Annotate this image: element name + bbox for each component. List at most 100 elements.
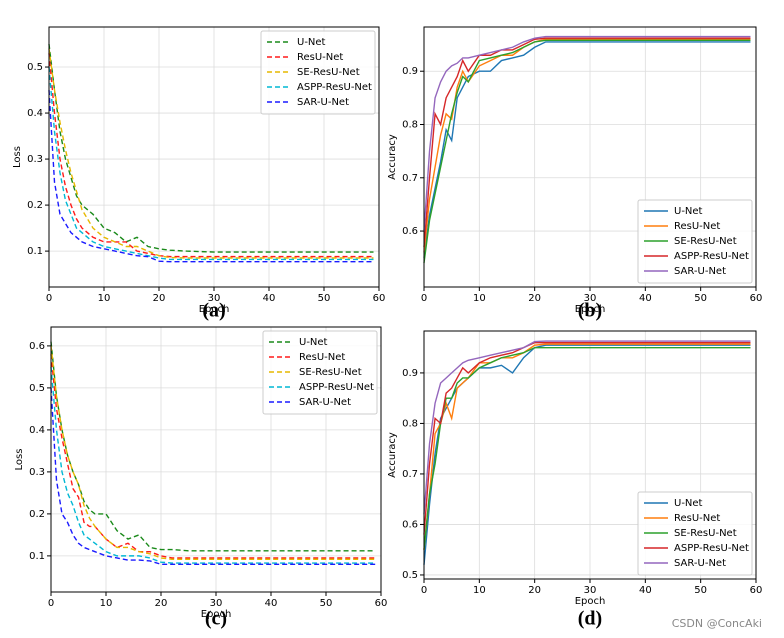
legend-label: SAR-U-Net: [297, 97, 349, 108]
x-tick-label: 0: [421, 293, 427, 304]
y-tick-label: 0.1: [29, 551, 45, 562]
legend-label: SE-ResU-Net: [297, 67, 360, 78]
x-tick-label: 10: [473, 293, 486, 304]
series-line: [423, 35, 751, 232]
legend-label: SE-ResU-Net: [299, 367, 362, 378]
x-tick-label: 50: [694, 585, 707, 596]
x-tick-label: 30: [584, 585, 597, 596]
legend-label: ASPP-ResU-Net: [674, 543, 749, 554]
y-tick-label: 0.6: [402, 226, 418, 237]
legend-label: SE-ResU-Net: [674, 528, 737, 539]
x-tick-label: 60: [750, 293, 763, 304]
series-line: [48, 48, 374, 259]
y-tick-label: 0.9: [402, 66, 418, 77]
y-axis-label: Loss: [14, 449, 25, 471]
y-tick-label: 0.5: [27, 62, 43, 73]
x-tick-label: 40: [639, 585, 652, 596]
legend-label: U-Net: [674, 206, 703, 217]
y-tick-label: 0.6: [402, 519, 418, 530]
x-tick-label: 50: [318, 293, 331, 304]
legend-label: SE-ResU-Net: [674, 236, 737, 247]
series-line: [50, 345, 376, 560]
y-axis-label: Accuracy: [387, 432, 398, 478]
legend-label: ResU-Net: [297, 52, 343, 63]
y-axis-label: Loss: [12, 146, 23, 168]
legend-label: SAR-U-Net: [674, 558, 726, 569]
y-tick-label: 0.5: [402, 570, 418, 581]
legend-label: ResU-Net: [674, 513, 720, 524]
x-tick-label: 10: [100, 598, 113, 609]
series-line: [48, 66, 374, 261]
caption: (c): [205, 608, 227, 630]
legend-box: [637, 491, 753, 576]
y-tick-label: 0.8: [402, 418, 418, 429]
legend-label: U-Net: [297, 37, 326, 48]
x-tick-label: 60: [750, 585, 763, 596]
y-tick-label: 0.3: [27, 154, 43, 165]
x-tick-label: 40: [265, 598, 278, 609]
y-axis-label: Accuracy: [387, 134, 398, 180]
x-tick-label: 20: [155, 598, 168, 609]
x-axis-label: Epoch: [201, 609, 232, 620]
x-tick-label: 50: [320, 598, 333, 609]
x-tick-label: 60: [375, 598, 388, 609]
x-tick-label: 40: [263, 293, 276, 304]
x-tick-label: 30: [584, 293, 597, 304]
caption: (d): [578, 608, 602, 630]
x-tick-label: 60: [373, 293, 386, 304]
legend-label: U-Net: [674, 498, 703, 509]
legend-label: SAR-U-Net: [674, 266, 726, 277]
caption: (a): [202, 300, 225, 322]
series-line: [423, 37, 751, 248]
plot-frame: [48, 26, 380, 288]
legend-label: ASPP-ResU-Net: [297, 82, 372, 93]
y-tick-label: 0.4: [27, 108, 43, 119]
y-tick-label: 0.8: [402, 120, 418, 131]
x-tick-label: 30: [210, 598, 223, 609]
y-tick-label: 0.2: [27, 200, 43, 211]
x-axis-label: Epoch: [575, 304, 606, 315]
legend-label: ASPP-ResU-Net: [299, 382, 374, 393]
x-tick-label: 10: [473, 585, 486, 596]
series-line: [423, 38, 751, 253]
legend-box: [260, 30, 376, 115]
y-tick-label: 0.3: [29, 467, 45, 478]
x-tick-label: 30: [208, 293, 221, 304]
legend-label: ResU-Net: [674, 221, 720, 232]
y-tick-label: 0.7: [402, 469, 418, 480]
plot-frame: [50, 326, 382, 593]
series-line: [50, 366, 376, 564]
x-axis-label: Epoch: [199, 304, 230, 315]
series-line: [48, 89, 374, 263]
plot-frame: [423, 26, 757, 288]
legend-label: ASPP-ResU-Net: [674, 251, 749, 262]
x-tick-label: 0: [48, 598, 54, 609]
series-line: [50, 387, 376, 565]
legend-box: [637, 199, 753, 284]
x-tick-label: 20: [528, 585, 541, 596]
x-tick-label: 20: [153, 293, 166, 304]
y-tick-label: 0.4: [29, 425, 45, 436]
watermark: CSDN @ConcAki: [672, 617, 762, 630]
caption: (b): [578, 300, 602, 322]
y-tick-label: 0.9: [402, 368, 418, 379]
legend-label: U-Net: [299, 337, 328, 348]
x-tick-label: 0: [421, 585, 427, 596]
series-line: [423, 39, 751, 264]
x-tick-label: 20: [528, 293, 541, 304]
series-line: [423, 340, 751, 515]
series-line: [423, 341, 751, 535]
legend-label: ResU-Net: [299, 352, 345, 363]
x-tick-label: 10: [98, 293, 111, 304]
y-tick-label: 0.5: [29, 383, 45, 394]
y-tick-label: 0.6: [29, 341, 45, 352]
x-tick-label: 0: [46, 293, 52, 304]
y-tick-label: 0.1: [27, 246, 43, 257]
x-axis-label: Epoch: [575, 596, 606, 607]
y-tick-label: 0.2: [29, 509, 45, 520]
x-tick-label: 40: [639, 293, 652, 304]
legend-label: SAR-U-Net: [299, 397, 351, 408]
y-tick-label: 0.7: [402, 173, 418, 184]
series-line: [48, 43, 374, 253]
